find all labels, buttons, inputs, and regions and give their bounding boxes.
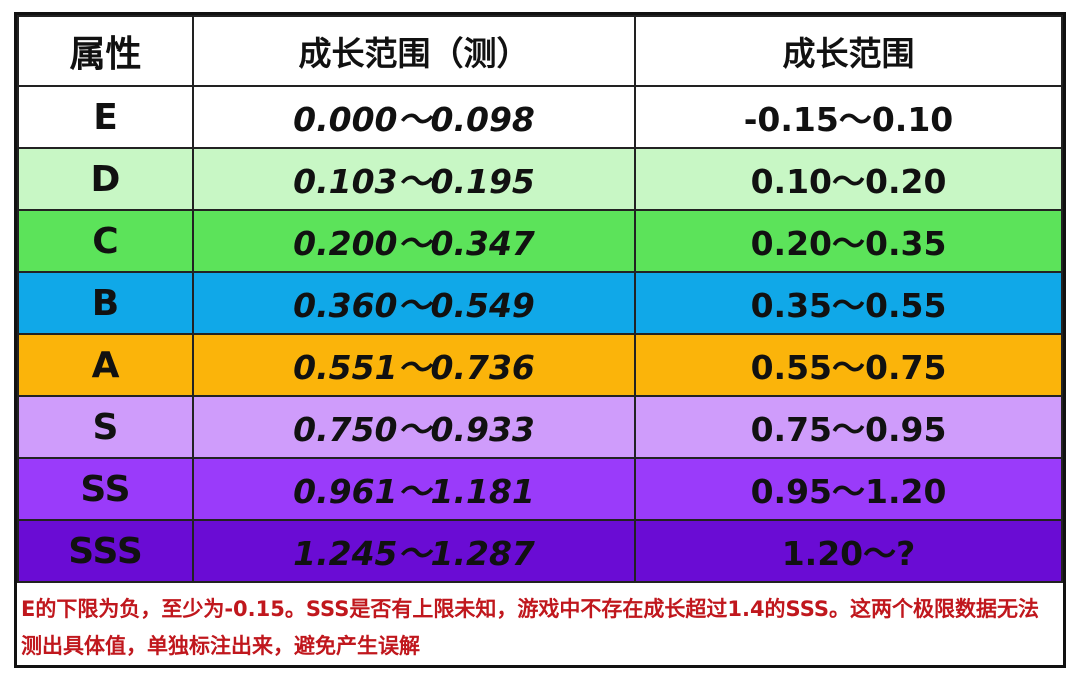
header-attribute: 属性 (17, 15, 194, 87)
table-header-row: 属性 成长范围（测） 成长范围 (17, 15, 1063, 87)
footnote: E的下限为负，至少为-0.15。SSS是否有上限未知，游戏中不存在成长超过1.4… (21, 597, 1040, 658)
measured-range-cell: 1.245～1.287 (192, 519, 636, 583)
grade-cell: A (17, 333, 194, 397)
grade-cell: S (17, 395, 194, 459)
measured-range-cell: 0.360～0.549 (192, 271, 636, 335)
table-row: SS 0.961～1.181 0.95～1.20 (17, 457, 1063, 521)
grade-cell: C (17, 209, 194, 273)
table-row: B 0.360～0.549 0.35～0.55 (17, 271, 1063, 335)
measured-range-cell: 0.750～0.933 (192, 395, 636, 459)
measured-range-cell: 0.000～0.098 (192, 85, 636, 149)
measured-range-cell: 0.551～0.736 (192, 333, 636, 397)
header-range: 成长范围 (634, 15, 1063, 87)
grade-cell: D (17, 147, 194, 211)
growth-range-table: 属性 成长范围（测） 成长范围 E 0.000～0.098 -0.15～0.10… (17, 15, 1063, 583)
range-cell: 0.10～0.20 (634, 147, 1063, 211)
range-cell: 0.95～1.20 (634, 457, 1063, 521)
measured-range-cell: 0.961～1.181 (192, 457, 636, 521)
header-measured-range: 成长范围（测） (192, 15, 636, 87)
measured-range-cell: 0.103～0.195 (192, 147, 636, 211)
table-row: E 0.000～0.098 -0.15～0.10 (17, 85, 1063, 149)
grade-cell: E (17, 85, 194, 149)
range-cell: -0.15～0.10 (634, 85, 1063, 149)
grade-cell: SSS (17, 519, 194, 583)
table-row: SSS 1.245～1.287 1.20～? (17, 519, 1063, 583)
grade-cell: SS (17, 457, 194, 521)
range-cell: 1.20～? (634, 519, 1063, 583)
range-cell: 0.75～0.95 (634, 395, 1063, 459)
range-cell: 0.20～0.35 (634, 209, 1063, 273)
table-row: C 0.200～0.347 0.20～0.35 (17, 209, 1063, 273)
measured-range-cell: 0.200～0.347 (192, 209, 636, 273)
growth-range-sheet: 属性 成长范围（测） 成长范围 E 0.000～0.098 -0.15～0.10… (14, 12, 1066, 668)
table-row: D 0.103～0.195 0.10～0.20 (17, 147, 1063, 211)
grade-cell: B (17, 271, 194, 335)
range-cell: 0.35～0.55 (634, 271, 1063, 335)
table-row: S 0.750～0.933 0.75～0.95 (17, 395, 1063, 459)
range-cell: 0.55～0.75 (634, 333, 1063, 397)
table-row: A 0.551～0.736 0.55～0.75 (17, 333, 1063, 397)
